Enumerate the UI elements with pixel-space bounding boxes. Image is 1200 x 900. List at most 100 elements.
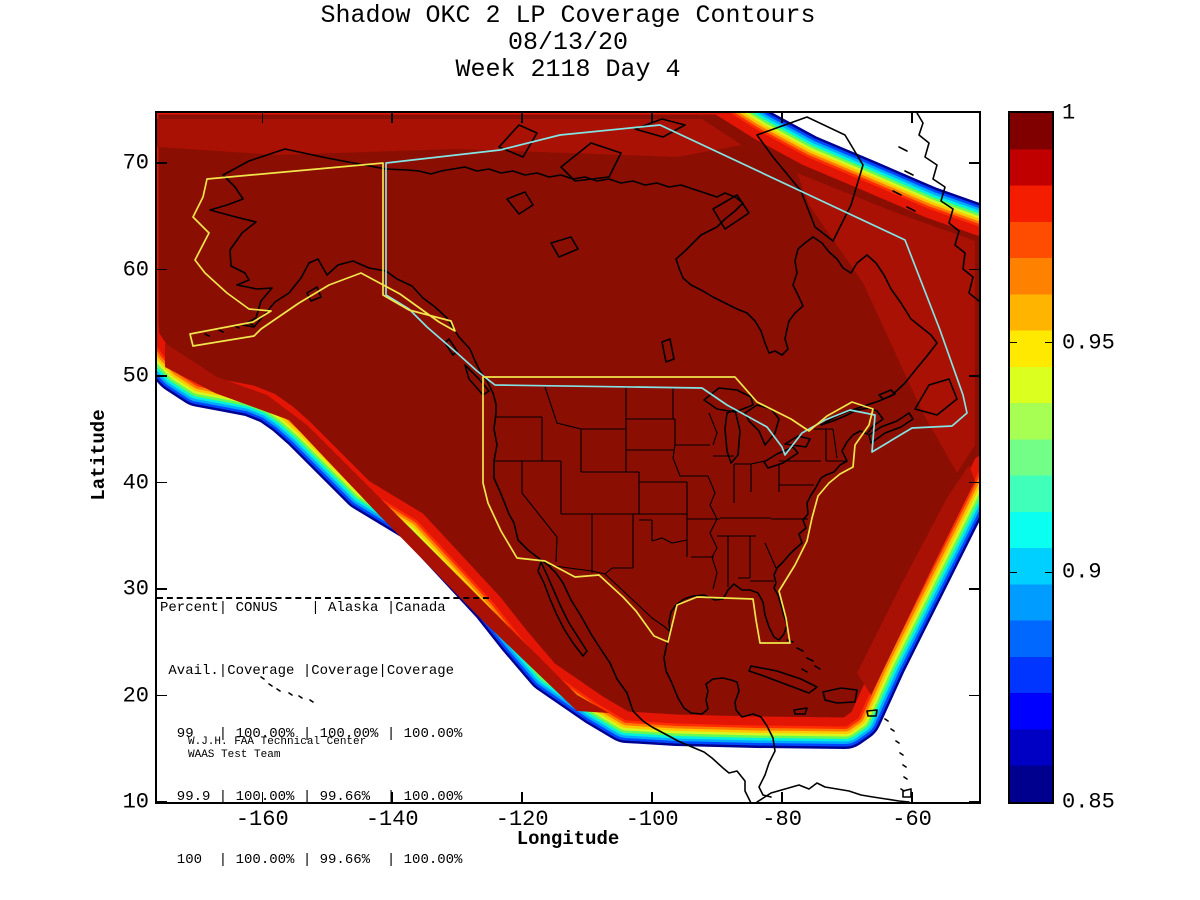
credit-text: W.J.H. FAA Technical Center WAAS Test Te… <box>188 736 366 762</box>
y-tick-mark-right <box>969 268 979 271</box>
lake-winnipeg <box>661 338 675 363</box>
island-cuba <box>748 665 818 694</box>
coverage-secondary-bands <box>157 119 975 713</box>
title-line-1: Shadow OKC 2 LP Coverage Contours <box>320 1 816 30</box>
islands-lesser-antilles <box>884 718 908 792</box>
colorbar-tick-mark <box>1045 341 1052 344</box>
credit-line-1: W.J.H. FAA Technical Center <box>188 736 367 748</box>
x-axis-label: Longitude <box>516 828 620 850</box>
coastlines <box>204 113 979 802</box>
stats-header-1: Percent| CONUS | Alaska |Canada <box>160 600 446 616</box>
map-plot-area <box>155 111 981 804</box>
y-tick-mark <box>157 694 167 697</box>
coast-south-america <box>756 782 910 802</box>
coast-baja <box>537 561 588 657</box>
lake-erie <box>763 446 799 469</box>
island-banks <box>498 124 538 158</box>
colorbar-tick-label: 1 <box>1062 100 1076 126</box>
coast-maine-gulf-stlawrence <box>820 407 884 443</box>
coast-northeast-canada <box>385 166 938 426</box>
island-hispaniola <box>822 687 858 704</box>
y-tick-mark-right <box>969 694 979 697</box>
x-tick-mark-top <box>391 113 393 123</box>
x-tick-label: -160 <box>235 807 289 832</box>
island-haida-gwaii <box>444 338 458 356</box>
y-tick-label: 60 <box>122 257 149 283</box>
stats-row-100: 100 | 100.00% | 99.66% | 100.00% <box>160 852 463 868</box>
y-tick-mark <box>157 162 167 164</box>
stats-table-divider <box>157 597 489 599</box>
y-tick-mark <box>157 801 167 803</box>
x-tick-mark-top <box>651 113 653 123</box>
x-tick-mark <box>781 792 783 802</box>
islands-baffin-bay <box>892 146 916 212</box>
x-tick-label: -120 <box>495 807 549 832</box>
y-tick-mark-right <box>969 162 979 164</box>
state-borders <box>494 386 847 633</box>
x-tick-mark <box>521 792 523 802</box>
lake-michigan <box>724 409 741 464</box>
island-kodiak <box>306 286 322 302</box>
conus-region-outline <box>482 376 874 644</box>
y-tick-mark <box>157 588 167 590</box>
lake-ontario <box>784 435 811 448</box>
canada-region-outline <box>385 124 968 456</box>
colorbar-tick-mark <box>1010 571 1017 574</box>
y-tick-label: 30 <box>122 576 149 602</box>
coast-greenland <box>916 113 979 302</box>
lake-huron <box>744 404 780 446</box>
x-tick-mark-top <box>781 113 783 123</box>
lake-great-bear <box>506 191 534 215</box>
islands-aleutian <box>204 322 254 337</box>
colorbar <box>1008 111 1054 804</box>
island-jamaica <box>793 707 808 715</box>
coverage-map <box>157 113 979 802</box>
colorbar-tick-label: 0.95 <box>1062 330 1115 356</box>
colorbar-tick-mark <box>1010 341 1017 344</box>
colorbar-tick-mark <box>1045 571 1052 574</box>
x-tick-mark <box>651 792 653 802</box>
island-puerto-rico <box>866 709 878 717</box>
title-line-3: Week 2118 Day 4 <box>455 55 681 84</box>
x-tick-label: -100 <box>625 807 679 832</box>
coast-atlantic-gulf <box>663 441 848 798</box>
x-tick-mark-top <box>521 113 523 123</box>
stats-header-2: Avail.|Coverage |Coverage|Coverage <box>160 663 455 679</box>
colorbar-tick-label: 0.9 <box>1062 559 1102 585</box>
lake-superior <box>703 387 754 413</box>
x-tick-mark <box>391 792 393 802</box>
y-tick-mark <box>157 481 167 484</box>
y-tick-mark <box>157 268 167 271</box>
y-tick-label: 20 <box>122 683 149 708</box>
island-anticosti <box>878 389 896 400</box>
island-baffin <box>756 116 864 242</box>
island-vancouver <box>464 364 490 396</box>
title-line-2: 08/13/20 <box>507 28 629 57</box>
x-tick-label: -60 <box>892 807 932 832</box>
island-devon <box>634 118 686 138</box>
islands-hawaii <box>260 676 314 703</box>
coverage-stats-table: Percent| CONUS | Alaska |Canada Avail.|C… <box>160 556 462 900</box>
colorbar-tick-label: 0.85 <box>1062 789 1115 815</box>
y-tick-mark-right <box>969 375 979 377</box>
x-tick-mark <box>261 792 264 802</box>
lake-great-slave <box>550 236 579 258</box>
x-tick-label: -80 <box>762 807 802 832</box>
x-tick-mark <box>911 792 913 802</box>
y-tick-mark-right <box>969 801 979 803</box>
island-victoria <box>560 142 622 182</box>
x-tick-mark-top <box>911 113 913 123</box>
alaska-region-outline <box>189 162 456 347</box>
island-trinidad <box>902 788 912 798</box>
coast-pacific-alaska-mexico <box>209 148 752 802</box>
y-tick-label: 70 <box>122 150 149 176</box>
y-tick-mark-right <box>969 481 979 484</box>
plot-title: Shadow OKC 2 LP Coverage Contours 08/13/… <box>157 2 979 83</box>
y-tick-mark <box>157 375 167 377</box>
x-tick-mark-top <box>261 113 264 123</box>
x-tick-label: -140 <box>365 807 419 832</box>
y-tick-mark-right <box>969 588 979 590</box>
island-newfoundland <box>914 378 958 416</box>
island-southampton <box>712 194 750 230</box>
credit-line-2: WAAS Test Team <box>188 749 281 761</box>
